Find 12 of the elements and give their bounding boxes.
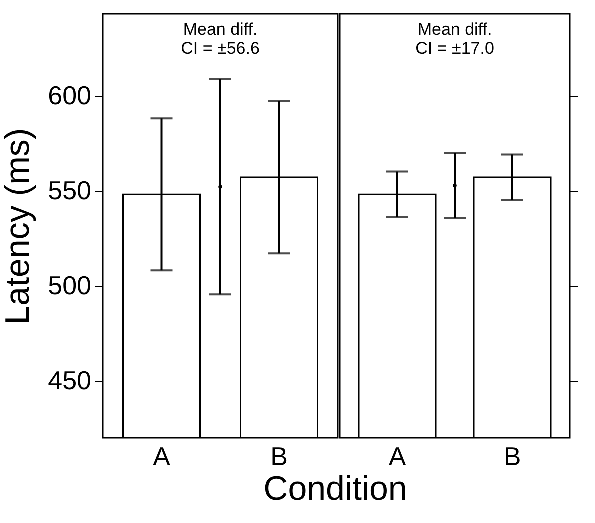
x-tick-label: A [388,442,407,472]
y-tick-label: 600 [48,80,92,110]
x-tick-label: A [153,442,172,472]
y-tick-label: 500 [48,270,92,300]
y-tick-label: 450 [48,365,92,396]
x-axis-title: Condition [264,470,408,508]
x-tick-label: B [270,442,288,472]
y-tick-label: 550 [48,175,92,206]
annotation: Mean diff. CI = ±17.0 [416,20,494,58]
x-tick-label: B [504,442,522,472]
annotation: Mean diff. CI = ±56.6 [181,20,260,58]
y-axis-title: Latency (ms) [0,128,38,325]
